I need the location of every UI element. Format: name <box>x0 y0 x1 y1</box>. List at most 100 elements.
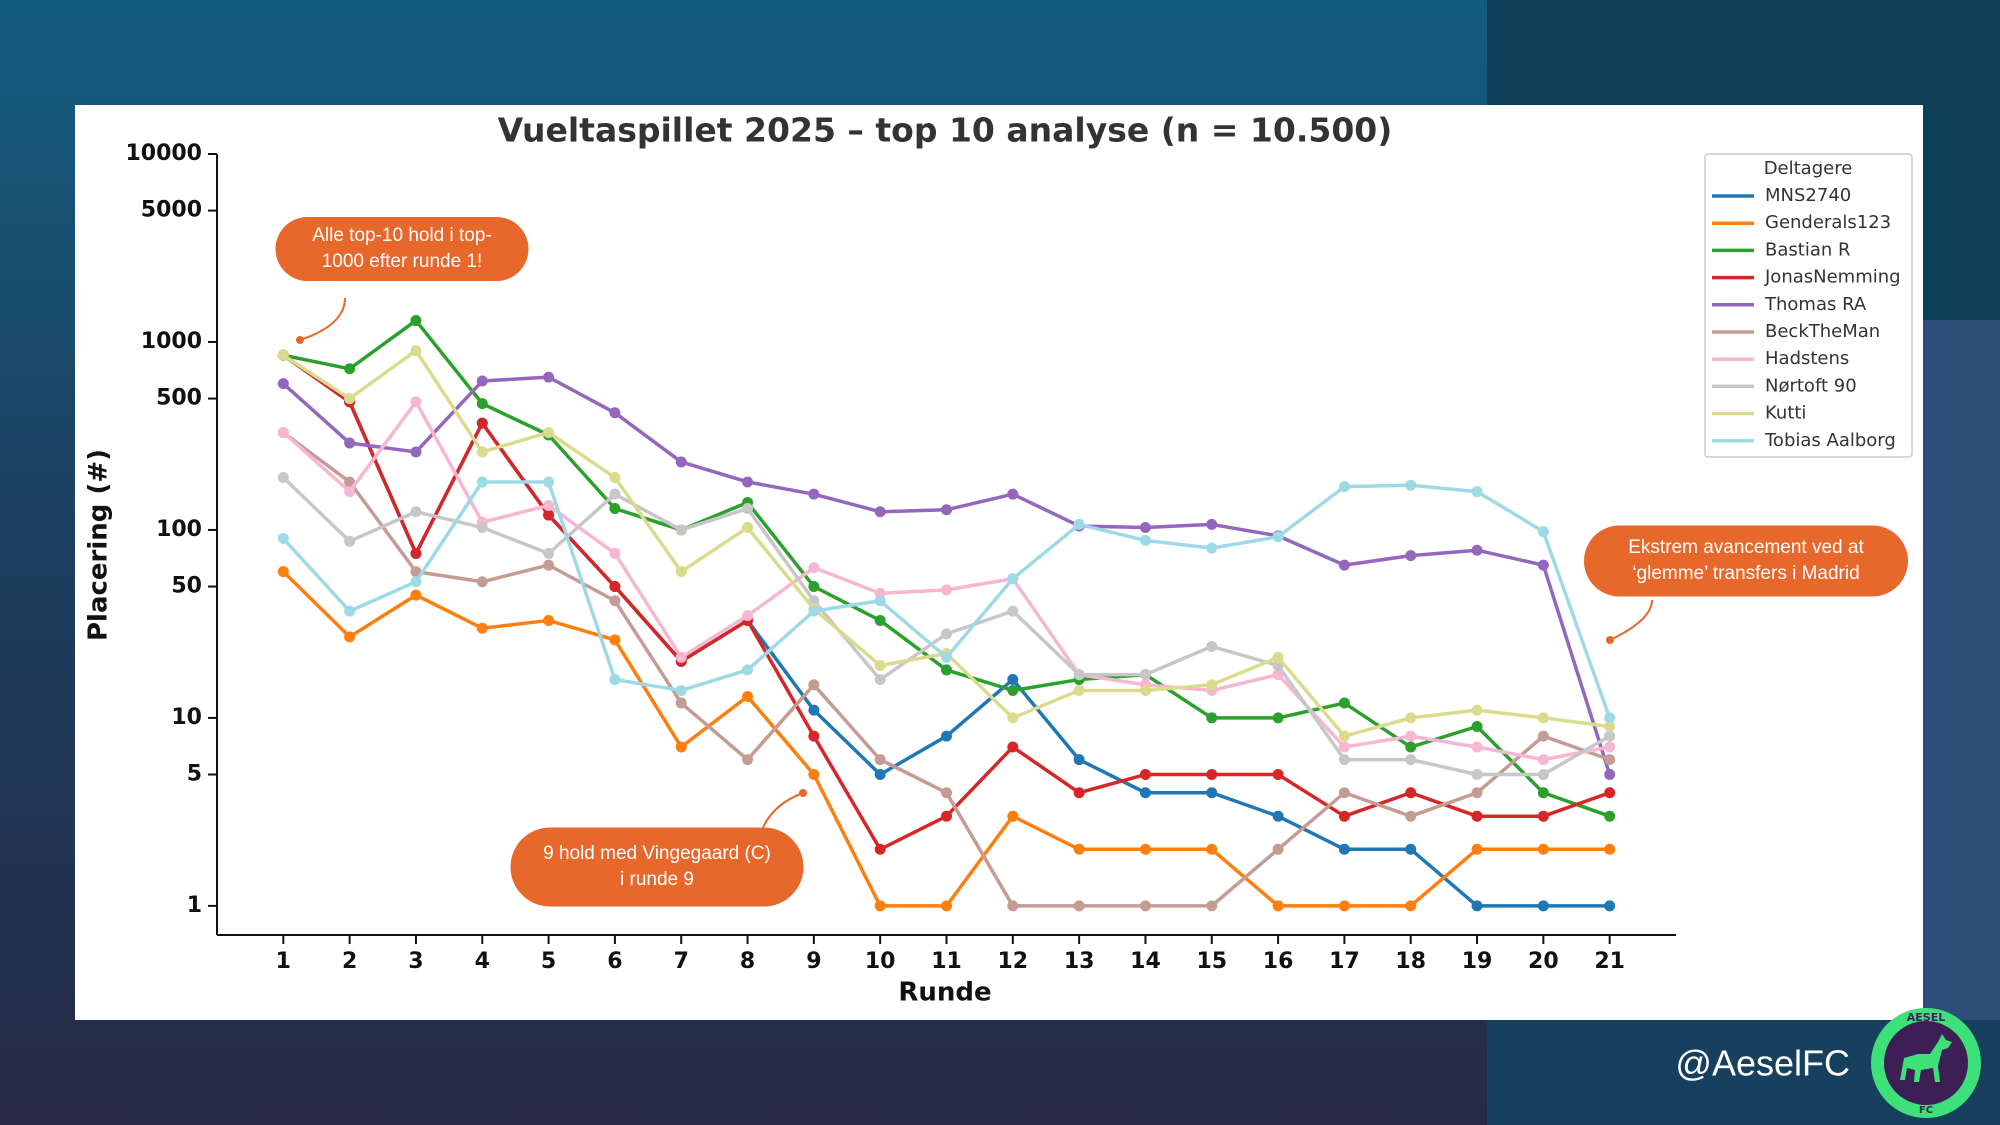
data-point <box>941 730 952 742</box>
data-point <box>742 754 754 766</box>
x-tick-label: 11 <box>931 949 962 974</box>
data-point <box>609 581 621 593</box>
data-point <box>1206 679 1218 691</box>
data-point <box>410 396 422 408</box>
y-tick-label: 5 <box>187 761 202 786</box>
legend-label: Genderals123 <box>1765 212 1891 233</box>
data-point <box>1338 787 1350 799</box>
handle: @AeselFC <box>1675 1043 1850 1084</box>
annotation-arrow <box>299 297 346 341</box>
data-point <box>941 787 952 799</box>
data-point <box>1139 787 1151 799</box>
data-point <box>808 704 820 716</box>
data-point <box>543 547 555 559</box>
data-point <box>476 375 488 387</box>
data-point <box>1537 754 1549 766</box>
data-point <box>543 509 555 521</box>
data-point <box>543 371 555 383</box>
data-point <box>344 476 356 488</box>
data-point <box>1272 712 1284 724</box>
logo-icon <box>1900 1034 1952 1082</box>
data-point <box>1272 900 1284 912</box>
data-point <box>1604 768 1616 780</box>
series <box>277 476 1616 724</box>
x-tick-label: 16 <box>1263 949 1294 974</box>
legend-label: Thomas RA <box>1764 294 1867 315</box>
data-point <box>1471 768 1483 780</box>
annotation-text: ‘glemme’ transfers i Madrid <box>1632 563 1859 584</box>
logo: AESEL FC <box>1871 1008 1981 1118</box>
data-point <box>1604 843 1616 855</box>
data-point <box>808 562 820 574</box>
data-point <box>1338 697 1350 709</box>
data-point <box>1007 684 1019 696</box>
data-point <box>808 488 820 500</box>
data-point <box>1405 900 1417 912</box>
data-point <box>410 589 422 601</box>
data-point <box>941 628 952 640</box>
legend-label: Bastian R <box>1765 239 1850 260</box>
data-point <box>1206 768 1218 780</box>
data-point <box>543 559 555 571</box>
data-point <box>1206 518 1218 530</box>
data-point <box>1338 730 1350 742</box>
data-point <box>1471 704 1483 716</box>
data-point <box>1537 559 1549 571</box>
legend-label: Nørtoft 90 <box>1765 375 1857 396</box>
data-point <box>476 476 488 488</box>
data-point <box>609 472 621 484</box>
data-point <box>1471 810 1483 822</box>
x-tick-label: 9 <box>806 949 821 974</box>
series <box>277 426 1616 912</box>
data-point <box>609 674 621 686</box>
data-point <box>277 533 289 545</box>
data-point <box>277 426 289 438</box>
data-point <box>1405 741 1417 753</box>
data-point <box>742 522 754 534</box>
data-point <box>1073 754 1085 766</box>
legend-label: MNS2740 <box>1765 185 1851 206</box>
data-point <box>1405 730 1417 742</box>
data-point <box>1537 810 1549 822</box>
data-point <box>1537 526 1549 538</box>
data-point <box>609 407 621 419</box>
x-tick-label: 4 <box>475 949 490 974</box>
x-tick-label: 6 <box>607 949 622 974</box>
data-point <box>410 506 422 518</box>
data-point <box>1471 486 1483 498</box>
y-axis-label: Placering (#) <box>84 449 114 641</box>
data-point <box>1604 730 1616 742</box>
x-tick-label: 5 <box>541 949 556 974</box>
data-point <box>1537 843 1549 855</box>
legend-label: Hadstens <box>1765 348 1849 369</box>
data-point <box>675 651 687 663</box>
data-point <box>277 378 289 390</box>
data-point <box>941 651 952 663</box>
x-tick-label: 3 <box>408 949 423 974</box>
data-point <box>609 595 621 607</box>
data-point <box>941 900 952 912</box>
data-point <box>1206 900 1218 912</box>
data-point <box>1471 843 1483 855</box>
legend-label: JonasNemming <box>1764 267 1901 288</box>
data-point <box>1073 787 1085 799</box>
data-point <box>543 476 555 488</box>
x-tick-label: 17 <box>1329 949 1360 974</box>
data-point <box>874 843 886 855</box>
y-tick-label: 500 <box>156 386 202 411</box>
x-tick-label: 21 <box>1594 949 1625 974</box>
data-point <box>675 566 687 578</box>
data-point <box>543 614 555 626</box>
data-point <box>1405 843 1417 855</box>
data-point <box>1604 787 1616 799</box>
data-point <box>1272 768 1284 780</box>
legend-label: Kutti <box>1765 403 1806 424</box>
data-point <box>1604 741 1616 753</box>
data-point <box>1537 712 1549 724</box>
x-tick-label: 8 <box>740 949 755 974</box>
data-point <box>808 581 820 593</box>
data-point <box>1405 787 1417 799</box>
data-point <box>1139 669 1151 681</box>
data-point <box>874 768 886 780</box>
data-point <box>609 634 621 646</box>
